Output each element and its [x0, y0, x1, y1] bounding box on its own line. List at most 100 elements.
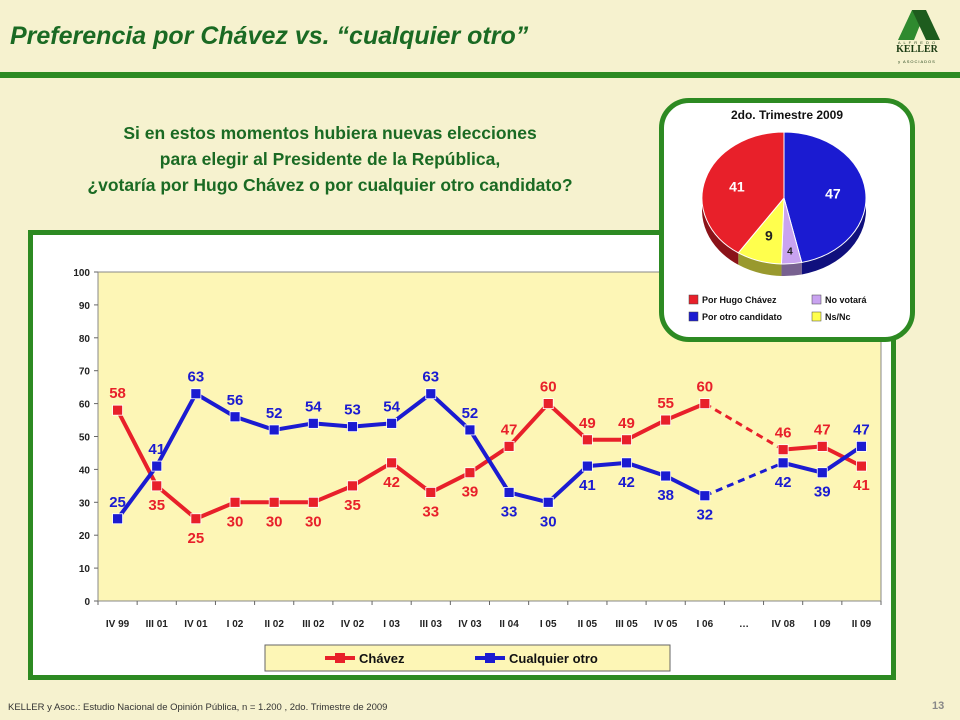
- data-point: [151, 480, 163, 492]
- data-label: 63: [188, 369, 205, 386]
- data-label: 42: [775, 474, 792, 491]
- data-point: [112, 404, 123, 416]
- logo-brand-text: KELLER: [896, 44, 938, 55]
- x-tick-label: III 02: [302, 619, 325, 630]
- data-label: 35: [148, 497, 165, 514]
- x-tick-label: …: [739, 619, 749, 630]
- logo-top-text: A L F R E D O: [897, 40, 937, 45]
- data-point: [621, 457, 632, 469]
- data-label: 54: [305, 398, 322, 415]
- x-tick-label: IV 02: [341, 619, 365, 630]
- data-point: [856, 460, 867, 472]
- data-point: [621, 434, 632, 446]
- pie-slice: [783, 131, 867, 264]
- data-point: [660, 470, 672, 482]
- data-label: 63: [422, 369, 439, 386]
- y-tick-label: 70: [79, 367, 91, 378]
- data-point: [581, 434, 593, 446]
- data-label: 60: [696, 379, 713, 396]
- data-label: 53: [344, 402, 361, 419]
- data-label: 46: [775, 425, 792, 442]
- x-tick-label: I 06: [696, 619, 713, 630]
- pie-chart-panel: 2do. Trimestre 2009 47 4 9 41 Por Hugo Chávez…: [659, 98, 915, 342]
- y-tick-label: 40: [79, 465, 91, 476]
- y-tick-label: 90: [79, 301, 91, 312]
- data-label: 25: [109, 494, 126, 511]
- data-point: [190, 388, 202, 400]
- data-label: 55: [657, 395, 674, 412]
- x-tick-label: II 02: [264, 619, 284, 630]
- logo-bottom-text: y ASOCIADOS: [898, 59, 936, 64]
- pie-legend-label: No votará: [825, 295, 868, 305]
- x-tick-label: IV 08: [771, 619, 795, 630]
- pie-legend-swatch: [811, 311, 822, 322]
- x-tick-label: II 05: [578, 619, 598, 630]
- y-tick-label: 50: [79, 433, 91, 444]
- x-tick-label: IV 03: [458, 619, 482, 630]
- pie-legend-label: Ns/Nc: [825, 312, 851, 322]
- keller-logo: A L F R E D O KELLER y ASOCIADOS: [888, 6, 946, 68]
- pie-value-label: 47: [825, 186, 841, 202]
- data-point: [816, 440, 828, 452]
- data-label: 52: [266, 405, 283, 422]
- series-gap-line: [704, 402, 784, 451]
- y-tick-label: 10: [79, 564, 91, 575]
- data-point: [699, 398, 711, 410]
- data-point: [268, 496, 280, 508]
- x-tick-label: III 05: [615, 619, 638, 630]
- x-tick-label: III 03: [420, 619, 443, 630]
- data-point: [464, 467, 476, 479]
- data-label: 60: [540, 379, 557, 396]
- data-point: [856, 440, 867, 452]
- data-point: [660, 414, 672, 426]
- x-tick-label: I 09: [814, 619, 831, 630]
- pie-legend-swatch: [688, 311, 699, 322]
- question-line: Si en estos momentos hubiera nuevas elec…: [123, 123, 537, 143]
- x-tick-label: II 04: [499, 619, 519, 630]
- data-point: [112, 513, 123, 525]
- data-label: 47: [501, 421, 518, 438]
- survey-question: Si en estos momentos hubiera nuevas elec…: [20, 120, 640, 198]
- x-tick-label: I 02: [227, 619, 244, 630]
- data-point: [386, 417, 398, 429]
- data-point: [464, 424, 476, 436]
- data-label: 49: [618, 415, 635, 432]
- data-label: 38: [657, 487, 674, 504]
- pie-legend-label: Por Hugo Chávez: [702, 295, 777, 305]
- data-label: 54: [383, 398, 400, 415]
- data-point: [777, 444, 789, 456]
- question-line: para elegir al Presidente de la Repúblic…: [159, 149, 501, 169]
- data-label: 35: [344, 497, 361, 514]
- data-point: [347, 480, 358, 492]
- data-label: 33: [422, 503, 439, 520]
- data-label: 56: [227, 392, 244, 409]
- pie-value-label: 4: [787, 246, 793, 257]
- data-label: 41: [579, 477, 596, 494]
- pie-chart: 2do. Trimestre 2009 47 4 9 41 Por Hugo Chávez…: [688, 108, 868, 322]
- pie-value-label: 9: [765, 228, 773, 244]
- pie-legend-swatch: [811, 294, 822, 305]
- y-tick-label: 100: [73, 268, 90, 279]
- data-label: 33: [501, 503, 518, 520]
- x-tick-label: II 09: [852, 619, 872, 630]
- page-title: Preferencia por Chávez vs. “cualquier ot…: [10, 22, 529, 50]
- source-note: KELLER y Asoc.: Estudio Nacional de Opin…: [8, 702, 388, 713]
- pie-slice-side: [738, 252, 782, 276]
- y-tick-label: 0: [84, 597, 90, 608]
- data-label: 41: [853, 477, 870, 494]
- pie-legend-label: Por otro candidato: [702, 312, 783, 322]
- data-point: [151, 460, 163, 472]
- data-point: [347, 421, 358, 433]
- y-tick-label: 80: [79, 334, 91, 345]
- data-label: 47: [814, 421, 831, 438]
- y-tick-label: 30: [79, 498, 91, 509]
- legend-label: Chávez: [359, 651, 405, 666]
- question-line: ¿votaría por Hugo Chávez o por cualquier…: [87, 175, 573, 195]
- data-label: 58: [109, 385, 126, 402]
- page-number: 13: [932, 700, 945, 712]
- data-point: [268, 424, 280, 436]
- title-underline: [0, 72, 960, 78]
- data-point: [581, 460, 593, 472]
- data-point: [425, 388, 437, 400]
- data-label: 49: [579, 415, 596, 432]
